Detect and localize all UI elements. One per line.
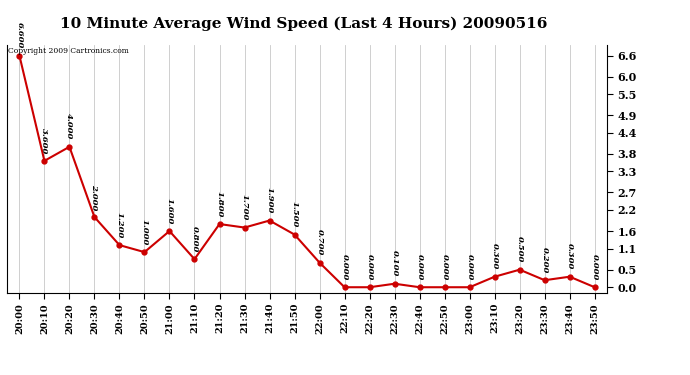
- Text: 0.000: 0.000: [591, 254, 599, 280]
- Text: 0.000: 0.000: [415, 254, 424, 280]
- Text: 10 Minute Average Wind Speed (Last 4 Hours) 20090516: 10 Minute Average Wind Speed (Last 4 Hou…: [60, 17, 547, 31]
- Text: 1.600: 1.600: [166, 198, 173, 224]
- Text: 0.800: 0.800: [190, 226, 199, 252]
- Text: 0.100: 0.100: [391, 251, 399, 277]
- Text: 0.200: 0.200: [541, 247, 549, 273]
- Text: 1.000: 1.000: [141, 219, 148, 245]
- Text: 6.600: 6.600: [15, 22, 23, 49]
- Text: 0.300: 0.300: [566, 243, 573, 270]
- Text: 2.000: 2.000: [90, 184, 99, 210]
- Text: 4.000: 4.000: [66, 114, 73, 140]
- Text: 1.700: 1.700: [241, 194, 248, 220]
- Text: 0.500: 0.500: [515, 236, 524, 263]
- Text: 0.000: 0.000: [341, 254, 348, 280]
- Text: 0.700: 0.700: [315, 230, 324, 256]
- Text: 1.800: 1.800: [215, 191, 224, 217]
- Text: 1.900: 1.900: [266, 187, 273, 214]
- Text: 0.300: 0.300: [491, 243, 499, 270]
- Text: 1.200: 1.200: [115, 212, 124, 238]
- Text: 1.500: 1.500: [290, 201, 299, 228]
- Text: 0.000: 0.000: [441, 254, 449, 280]
- Text: 3.600: 3.600: [41, 128, 48, 154]
- Text: Copyright 2009 Cartronics.com: Copyright 2009 Cartronics.com: [8, 48, 129, 56]
- Text: 0.000: 0.000: [466, 254, 473, 280]
- Text: 0.000: 0.000: [366, 254, 373, 280]
